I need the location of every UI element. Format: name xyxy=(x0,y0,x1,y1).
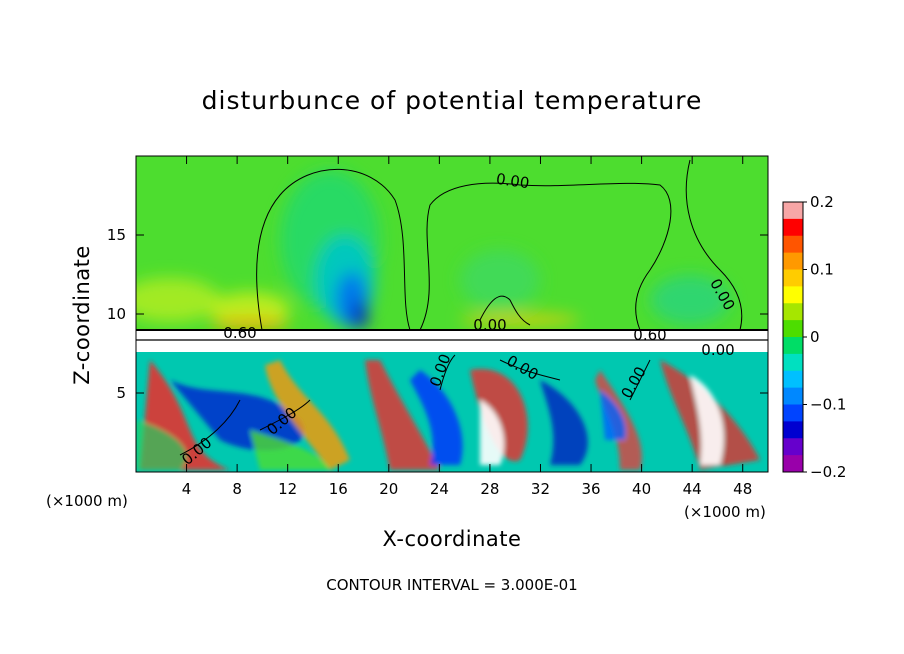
chart-title: disturbunce of potential temperature xyxy=(201,86,703,115)
colorbar-swatch xyxy=(783,387,803,405)
colorbar-tick-label: 0 xyxy=(810,328,820,346)
colorbar-swatch xyxy=(783,421,803,439)
heatmap-field xyxy=(136,156,768,472)
colorbar-tick-label: 0.2 xyxy=(810,193,834,211)
colorbar-swatch xyxy=(783,353,803,372)
x-tick-label: 36 xyxy=(581,480,600,498)
colorbar-swatch xyxy=(783,286,803,304)
x-unit-right: (×1000 m) xyxy=(684,503,766,521)
x-tick-label: 28 xyxy=(480,480,499,498)
x-tick-label: 16 xyxy=(329,480,348,498)
y-tick-label: 10 xyxy=(107,305,126,323)
contour-interval-note: CONTOUR INTERVAL = 3.000E-01 xyxy=(326,576,578,594)
contour-label: 0.00 xyxy=(495,170,531,192)
contour-label: 0.60 xyxy=(633,326,666,344)
x-tick-label: 40 xyxy=(632,480,651,498)
y-tick-label: 15 xyxy=(107,226,126,244)
contour-label: 0.00 xyxy=(701,341,734,359)
colorbar-swatch xyxy=(783,235,803,254)
x-tick-label: 12 xyxy=(278,480,297,498)
colorbar-swatch xyxy=(783,320,803,338)
colorbar-swatch xyxy=(783,202,803,220)
colorbar-swatch xyxy=(783,337,803,355)
x-unit-left: (×1000 m) xyxy=(46,492,128,510)
colorbar-swatch xyxy=(783,218,803,237)
x-tick-label: 32 xyxy=(531,480,550,498)
colorbar-swatch xyxy=(783,252,803,270)
x-tick-label: 44 xyxy=(683,480,702,498)
colorbar-tick-label: −0.1 xyxy=(810,396,846,414)
colorbar-tick-label: 0.1 xyxy=(810,261,834,279)
colorbar-swatch xyxy=(783,303,803,321)
colorbar-swatch xyxy=(783,438,803,456)
colorbar-swatch xyxy=(783,269,803,287)
colorbar-swatch xyxy=(783,370,803,389)
x-tick-label: 24 xyxy=(430,480,449,498)
x-axis-label: X-coordinate xyxy=(382,527,522,551)
x-tick-label: 20 xyxy=(379,480,398,498)
x-tick-label: 8 xyxy=(232,480,242,498)
x-tick-label: 4 xyxy=(182,480,192,498)
colorbar-swatch xyxy=(783,404,803,422)
colorbar-tick-label: −0.2 xyxy=(810,463,846,481)
contour-label: 0.00 xyxy=(473,316,506,334)
y-tick-label: 5 xyxy=(116,384,126,402)
contour-label: 0.60 xyxy=(223,324,256,342)
colorbar-swatch xyxy=(783,455,803,473)
x-tick-label: 48 xyxy=(733,480,752,498)
